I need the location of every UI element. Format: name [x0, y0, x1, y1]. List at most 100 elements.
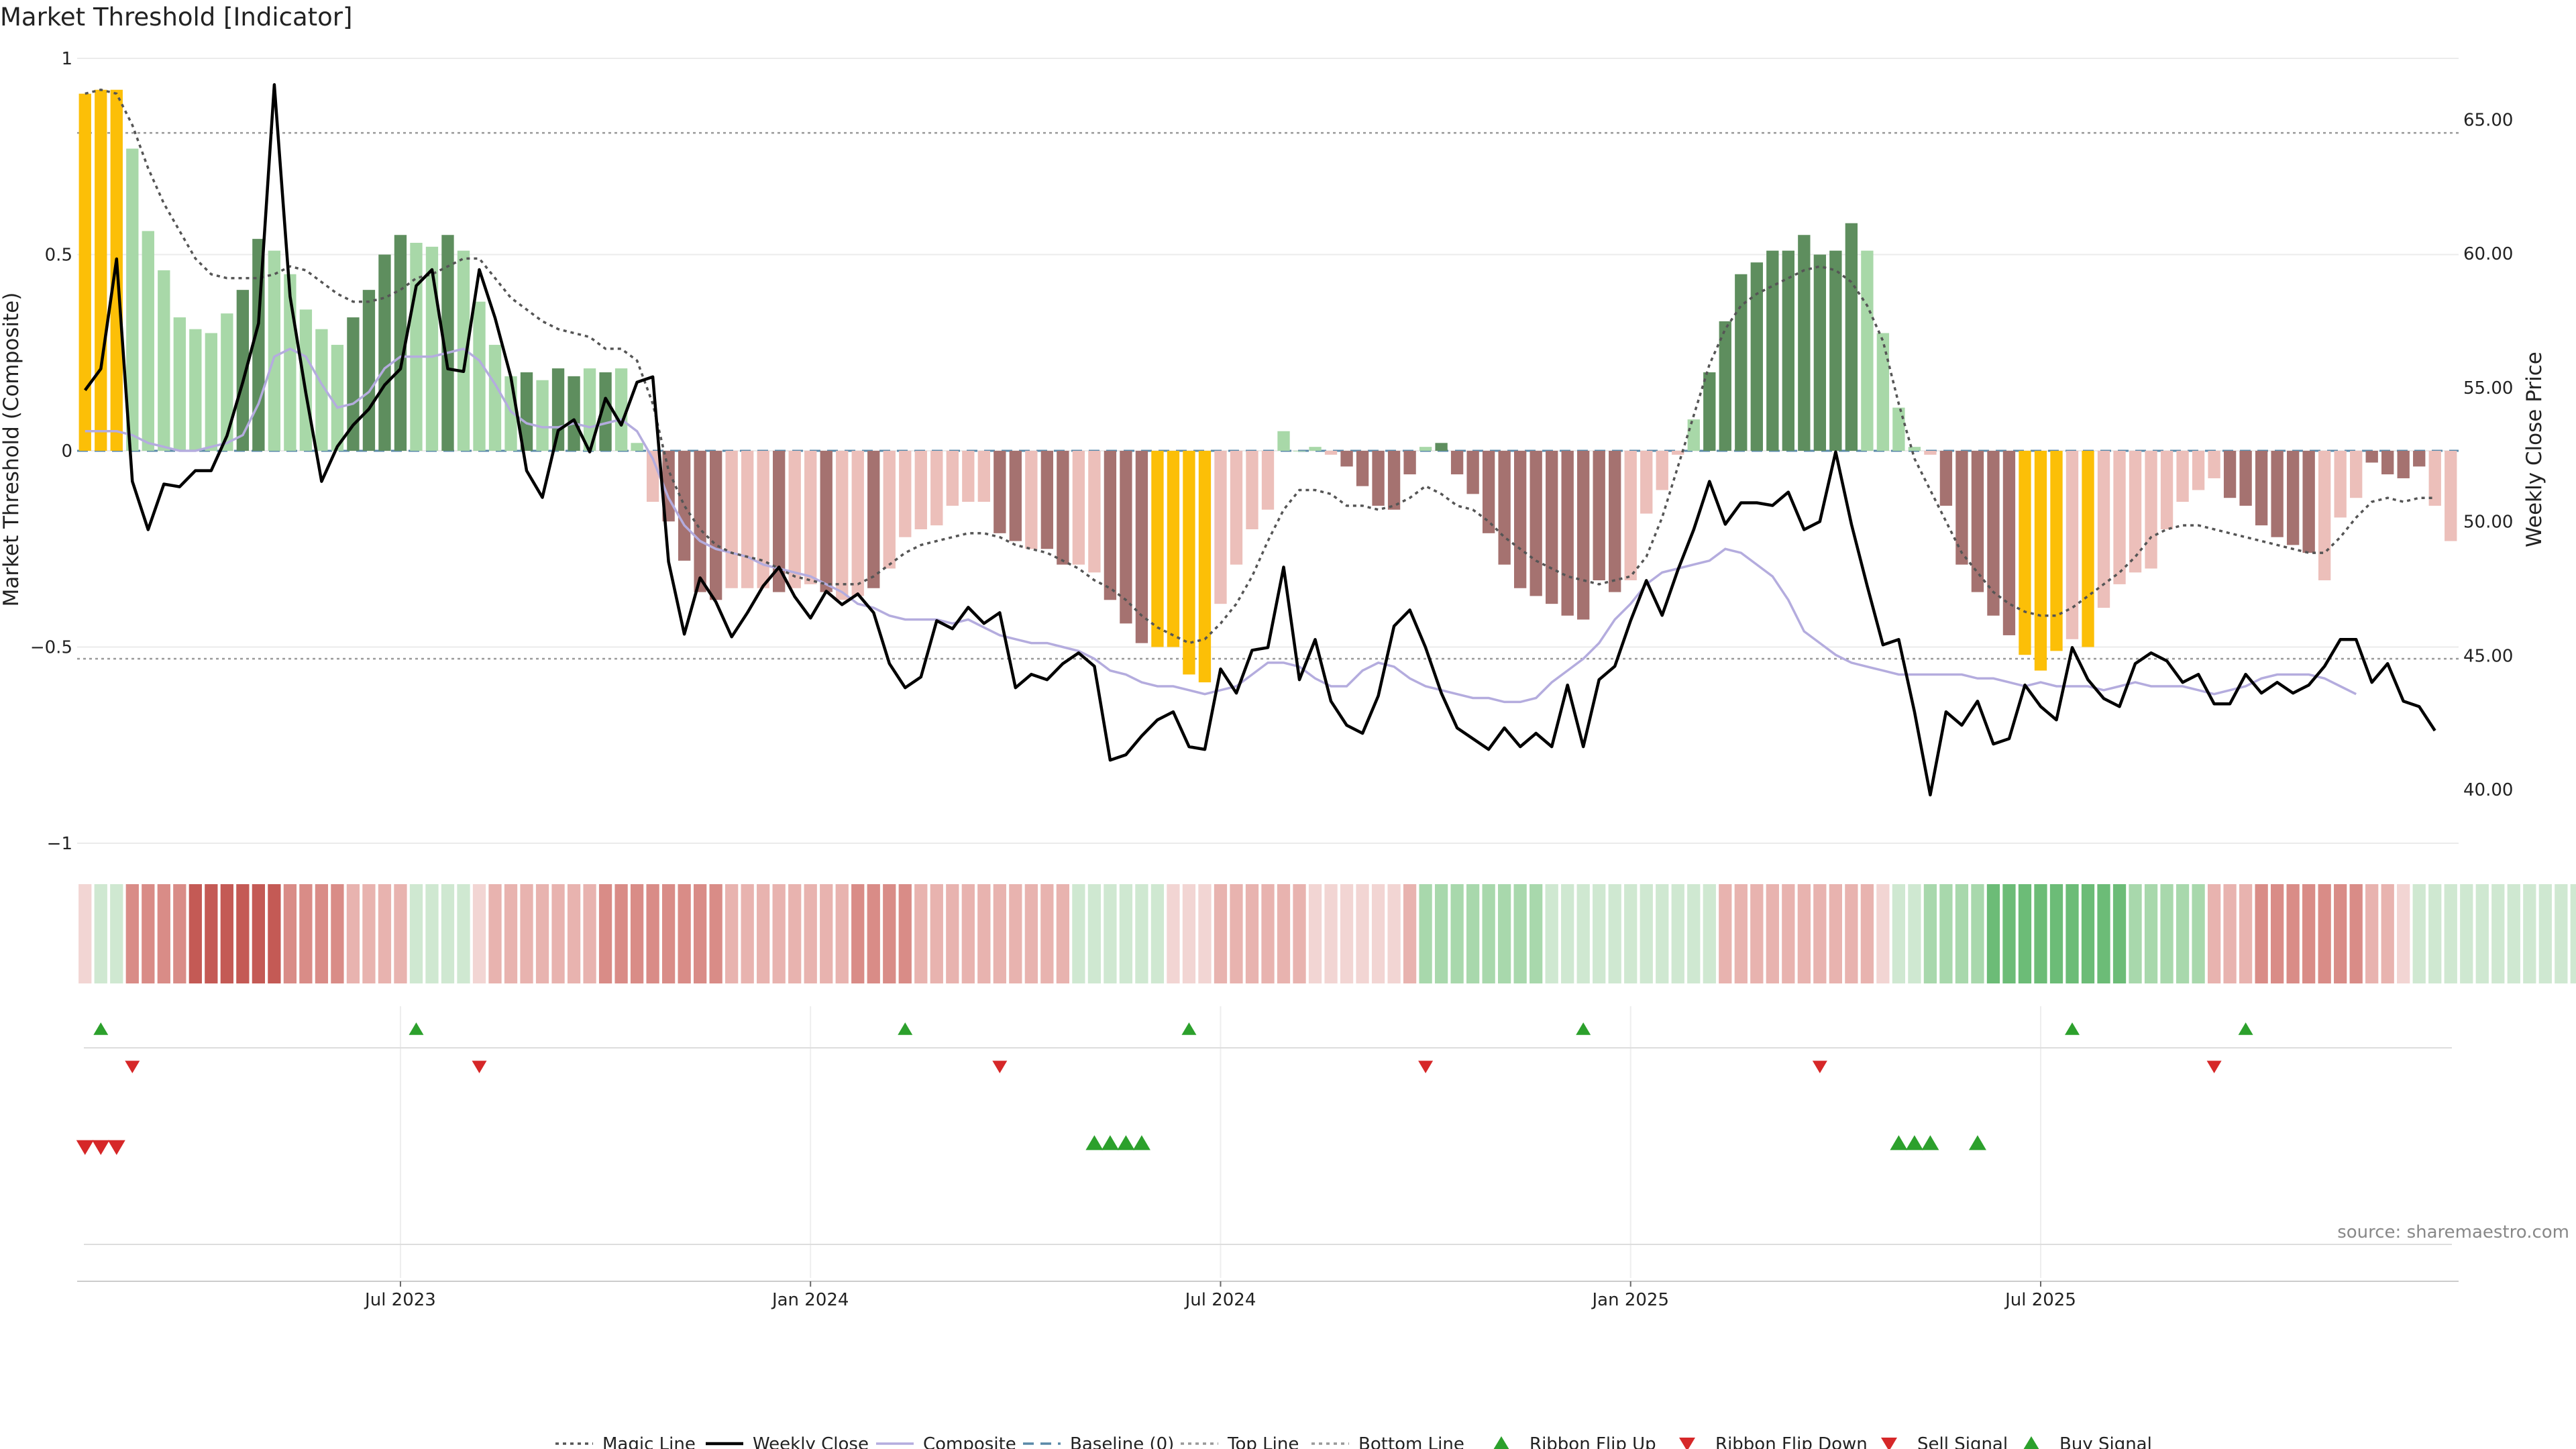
ribbon-cell	[1829, 884, 1842, 983]
histogram-bar	[1735, 274, 1748, 451]
histogram-bar	[362, 290, 376, 451]
magic-line	[85, 88, 2435, 645]
ribbon-cell	[1908, 884, 1921, 983]
ribbon-cell	[1939, 884, 1953, 983]
ribbon-cell	[1056, 884, 1070, 983]
ribbon-cell	[2365, 884, 2379, 983]
legend-label: Composite	[923, 1434, 1016, 1449]
histogram-bar	[899, 451, 912, 537]
ribbon-cell	[2381, 884, 2394, 983]
ribbon-cell	[2176, 884, 2190, 983]
grid-lines	[77, 58, 2459, 1282]
ribbon-cell	[1561, 884, 1574, 983]
legend-entry: Buy Signal	[2023, 1434, 2152, 1449]
y-axis-ticks: 1 0.5 0 −0.5 −1	[30, 49, 72, 854]
histogram-bar	[1624, 451, 1637, 581]
ribbon-cell	[2491, 884, 2505, 983]
y2-tick-label: 50.00	[2463, 513, 2513, 533]
ribbon-cell	[1024, 884, 1038, 983]
histogram-bar	[1782, 250, 1794, 451]
ribbon-flip-up-marker	[2065, 1022, 2080, 1035]
histogram-bar	[804, 451, 817, 584]
histogram-bar	[1529, 451, 1542, 596]
legend-entry: Baseline (0)	[1023, 1434, 1174, 1449]
histogram-bar	[2413, 451, 2426, 467]
histogram-bar	[173, 317, 186, 451]
legend-entry: Composite	[876, 1434, 1016, 1449]
y-tick-label: 0	[61, 441, 72, 462]
ribbon-cell	[283, 884, 297, 983]
ribbon-cell	[331, 884, 344, 983]
ribbon-cell	[1135, 884, 1148, 983]
ribbon-cell	[2397, 884, 2410, 983]
ribbon-cell	[567, 884, 581, 983]
histogram-bar	[1403, 451, 1416, 475]
histogram-bar	[347, 317, 360, 451]
histogram-bar	[773, 451, 786, 592]
legend-entry: Top Line	[1181, 1434, 1299, 1449]
histogram-bar	[1513, 451, 1527, 588]
ribbon-cell	[362, 884, 376, 983]
ribbon-flip-down-marker	[992, 1061, 1008, 1073]
histogram-bar	[1104, 451, 1117, 600]
ribbon-cell	[189, 884, 202, 983]
ribbon-cell	[2570, 884, 2576, 983]
legend-label: Top Line	[1227, 1434, 1299, 1449]
legend-entry: Ribbon Flip Up	[1493, 1434, 1656, 1449]
legend-label: Bottom Line	[1358, 1434, 1464, 1449]
buy-signal-marker	[1921, 1135, 1939, 1150]
ribbon-flip-down-marker	[2206, 1061, 2222, 1073]
histogram-bar	[1719, 321, 1731, 451]
ribbon-cell	[425, 884, 439, 983]
histogram-bar	[1561, 451, 1574, 616]
ribbon-flip-up-marker	[2238, 1022, 2253, 1035]
ribbon-cell	[142, 884, 155, 983]
ribbon-cell	[630, 884, 644, 983]
histogram-bar	[1656, 451, 1668, 490]
ribbon-cell	[914, 884, 928, 983]
ribbon-cell	[2081, 884, 2095, 983]
histogram-bar	[331, 345, 344, 451]
legend-swatch	[1679, 1438, 1695, 1449]
histogram-bar	[1040, 451, 1054, 549]
ribbon-cell	[851, 884, 865, 983]
ribbon-cell	[1813, 884, 1827, 983]
histogram-bar	[1057, 451, 1069, 565]
histogram-bar	[1609, 451, 1621, 592]
ribbon-cell	[1356, 884, 1369, 983]
ribbon-cell	[2334, 884, 2347, 983]
histogram-bar	[694, 451, 706, 592]
histogram-bar	[1813, 254, 1827, 451]
histogram-bar	[1167, 451, 1180, 647]
histogram-bar	[536, 380, 549, 451]
ribbon-cell	[1119, 884, 1133, 983]
histogram-bar	[1955, 451, 1968, 565]
histogram-bar	[1372, 451, 1385, 506]
ribbon-cell	[1640, 884, 1653, 983]
histogram-bar	[1356, 451, 1369, 486]
ribbon-flip-up-marker	[1576, 1022, 1591, 1035]
histogram-bar	[95, 89, 107, 451]
histogram-bar	[2208, 451, 2220, 478]
ribbon-cell	[1955, 884, 1969, 983]
ribbon-cell	[1403, 884, 1417, 983]
sell-signal-marker	[107, 1140, 125, 1155]
buy-signal-marker	[1968, 1135, 1986, 1150]
ribbon-cell	[1766, 884, 1779, 983]
ribbon-cell	[1419, 884, 1432, 983]
legend-label: Magic Line	[602, 1434, 696, 1449]
source-note: source: sharemaestro.com	[2337, 1222, 2569, 1242]
ribbon-cell	[504, 884, 518, 983]
histogram-bar	[1277, 431, 1290, 451]
histogram-bar	[1766, 250, 1779, 451]
ribbon-cell	[2475, 884, 2489, 983]
ribbon-cell	[1104, 884, 1117, 983]
legend-label: Buy Signal	[2059, 1434, 2152, 1449]
ribbon-cell	[2302, 884, 2316, 983]
histogram-bar	[1324, 451, 1338, 455]
buy-signal-marker	[1085, 1135, 1104, 1150]
histogram-bar	[205, 333, 218, 451]
histogram-bar	[2445, 451, 2457, 541]
histogram-bar	[1876, 333, 1890, 451]
buy-signal-marker	[1117, 1135, 1135, 1150]
